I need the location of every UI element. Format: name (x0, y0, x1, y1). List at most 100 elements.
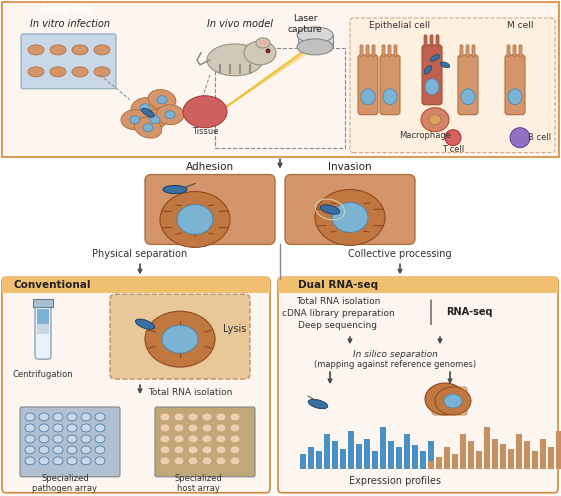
Bar (380, 427, 386, 469)
Bar (404, 434, 410, 469)
Ellipse shape (81, 435, 91, 443)
Ellipse shape (81, 413, 91, 421)
Bar (298, 35, 333, 47)
Bar (388, 441, 394, 469)
Ellipse shape (94, 45, 110, 55)
Bar (278, 277, 558, 293)
Ellipse shape (309, 399, 328, 409)
Ellipse shape (72, 45, 88, 55)
Text: Lysis: Lysis (223, 324, 247, 334)
Text: cDNA library preparation: cDNA library preparation (282, 309, 394, 318)
Ellipse shape (95, 435, 105, 443)
Bar (460, 434, 466, 469)
Text: Sampling: Sampling (40, 4, 92, 14)
Ellipse shape (121, 110, 149, 130)
Bar (348, 431, 354, 469)
Ellipse shape (131, 97, 159, 118)
Text: In vitro infection: In vitro infection (30, 19, 110, 29)
FancyBboxPatch shape (20, 407, 120, 477)
Ellipse shape (50, 67, 66, 77)
Ellipse shape (81, 424, 91, 432)
Bar (308, 447, 314, 469)
Ellipse shape (297, 39, 333, 55)
Text: Specialized
host array: Specialized host array (174, 474, 222, 494)
FancyBboxPatch shape (422, 45, 442, 105)
Bar (484, 427, 490, 469)
Text: M cell: M cell (507, 21, 534, 30)
FancyBboxPatch shape (278, 277, 558, 493)
Text: Tissue: Tissue (192, 127, 218, 136)
Bar (356, 444, 362, 469)
FancyBboxPatch shape (432, 387, 467, 415)
FancyBboxPatch shape (388, 45, 391, 57)
Ellipse shape (320, 205, 340, 214)
Ellipse shape (188, 446, 198, 454)
FancyBboxPatch shape (145, 175, 275, 245)
Ellipse shape (67, 457, 77, 465)
Text: Dual RNA-seq: Dual RNA-seq (298, 280, 378, 290)
Text: Conventional: Conventional (13, 280, 91, 290)
Bar (396, 447, 402, 469)
Ellipse shape (130, 116, 140, 124)
Ellipse shape (160, 424, 170, 432)
FancyBboxPatch shape (466, 45, 469, 57)
Ellipse shape (230, 424, 240, 432)
Bar (428, 461, 434, 469)
Bar (476, 451, 482, 469)
Ellipse shape (140, 104, 150, 112)
Ellipse shape (95, 413, 105, 421)
Ellipse shape (39, 457, 49, 465)
Ellipse shape (256, 38, 270, 48)
Ellipse shape (216, 446, 226, 454)
FancyBboxPatch shape (519, 45, 522, 57)
Text: Physical separation: Physical separation (93, 249, 187, 259)
Ellipse shape (67, 446, 77, 454)
Text: Invasion: Invasion (328, 162, 372, 172)
Bar (412, 445, 418, 469)
Ellipse shape (163, 186, 187, 193)
Ellipse shape (188, 457, 198, 465)
Ellipse shape (202, 446, 212, 454)
Text: RNA-seq: RNA-seq (446, 307, 493, 317)
Ellipse shape (177, 204, 213, 235)
Text: Collective processing: Collective processing (348, 249, 452, 259)
Bar (37, 324, 49, 334)
Ellipse shape (81, 446, 91, 454)
Bar (492, 439, 498, 469)
Ellipse shape (202, 424, 212, 432)
Ellipse shape (332, 202, 368, 233)
Bar (2, 2, 559, 16)
Ellipse shape (216, 435, 226, 443)
Ellipse shape (230, 435, 240, 443)
FancyBboxPatch shape (350, 18, 555, 153)
FancyBboxPatch shape (358, 55, 378, 115)
Ellipse shape (142, 108, 154, 117)
Circle shape (266, 49, 270, 53)
Bar (372, 451, 378, 469)
Ellipse shape (39, 413, 49, 421)
Text: (mapping against reference genomes): (mapping against reference genomes) (314, 360, 476, 369)
Ellipse shape (81, 457, 91, 465)
Ellipse shape (28, 45, 44, 55)
Ellipse shape (134, 118, 162, 138)
Bar (332, 441, 338, 469)
Bar (340, 449, 346, 469)
Ellipse shape (160, 191, 230, 248)
FancyBboxPatch shape (366, 45, 369, 57)
Ellipse shape (174, 435, 184, 443)
Ellipse shape (25, 457, 35, 465)
Ellipse shape (25, 435, 35, 443)
FancyBboxPatch shape (380, 55, 400, 115)
Ellipse shape (53, 457, 63, 465)
Bar (2, 2, 559, 157)
Ellipse shape (315, 189, 385, 246)
Ellipse shape (67, 435, 77, 443)
Ellipse shape (202, 435, 212, 443)
Ellipse shape (216, 457, 226, 465)
Ellipse shape (136, 319, 154, 329)
Ellipse shape (429, 115, 441, 124)
Ellipse shape (39, 424, 49, 432)
Ellipse shape (216, 424, 226, 432)
Ellipse shape (461, 89, 475, 105)
Text: In silico separation: In silico separation (352, 350, 438, 359)
